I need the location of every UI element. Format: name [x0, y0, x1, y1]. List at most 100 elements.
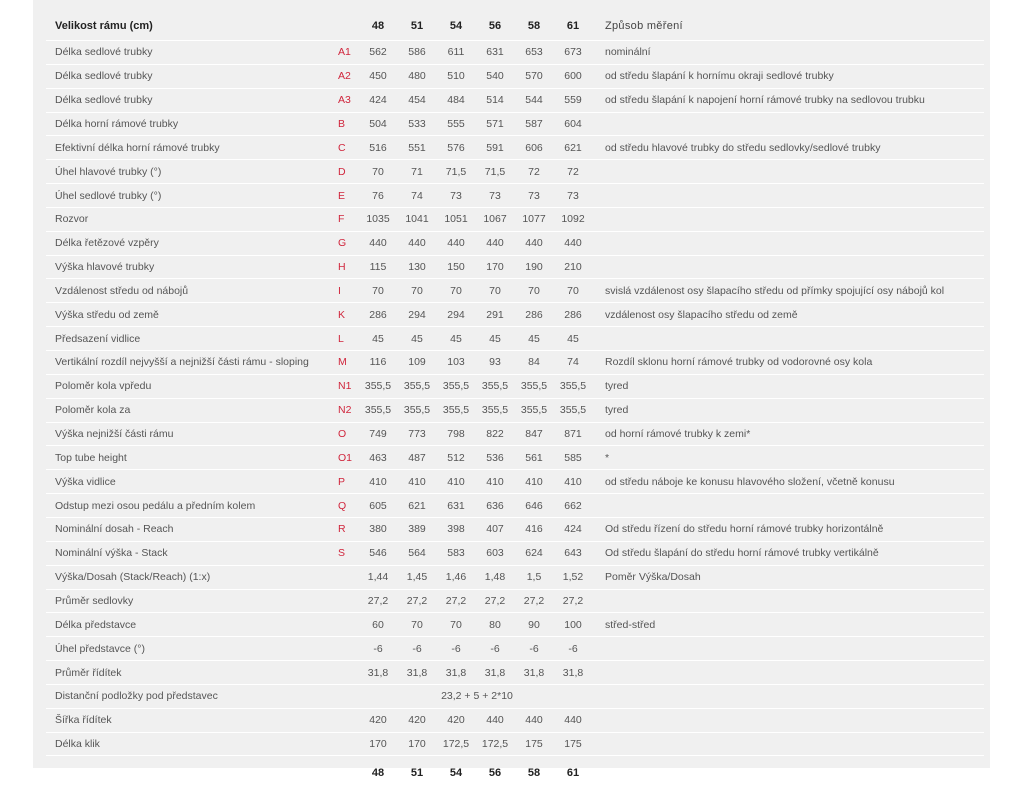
row-value: 70 [450, 618, 462, 631]
row-code: H [338, 261, 346, 274]
row-code: A2 [338, 70, 351, 83]
table-row: Poloměr kola vpředu N1 355,5 355,5 355,5 355,… [46, 375, 984, 399]
header-label: Velikost rámu (cm) [55, 20, 153, 32]
table-row: Nominální dosah - Reach R 380 389 398 407 416 4… [46, 518, 984, 542]
table-row: Rozvor F 1035 1041 1051 1067 1077 1092 [46, 208, 984, 232]
row-value: 130 [408, 261, 426, 274]
row-value: 71,5 [445, 165, 467, 178]
row-code: G [338, 237, 347, 250]
row-value: 70 [567, 284, 579, 297]
row-value: 210 [564, 261, 582, 274]
row-code: D [338, 165, 346, 178]
row-value: 380 [369, 523, 387, 536]
row-value: 440 [486, 714, 504, 727]
row-value: 190 [525, 261, 543, 274]
row-value: 440 [564, 237, 582, 250]
row-value: 73 [528, 189, 540, 202]
row-label: Úhel představce (°) [55, 642, 145, 655]
row-value: 410 [369, 475, 387, 488]
row-value: 555 [447, 117, 465, 130]
row-value: 115 [369, 261, 387, 274]
row-value: 571 [486, 117, 504, 130]
row-value: 440 [564, 714, 582, 727]
row-value: 410 [447, 475, 465, 488]
row-value: 424 [564, 523, 582, 536]
row-value: 504 [369, 117, 387, 130]
table-row: Délka horní rámové trubky B 504 533 555 571 58… [46, 113, 984, 137]
row-value: 512 [447, 451, 465, 464]
row-method: Rozdíl sklonu horní rámové trubky od vod… [605, 356, 873, 369]
row-value: 604 [564, 117, 582, 130]
row-value: 70 [411, 284, 423, 297]
row-method: od středu šlapání k napojení horní rámov… [605, 94, 925, 107]
row-label: Odstup mezi osou pedálu a předním kolem [55, 499, 256, 512]
row-value: 45 [489, 332, 501, 345]
row-value: 31,8 [367, 666, 389, 679]
row-value: 536 [486, 451, 504, 464]
row-value: 576 [447, 141, 465, 154]
row-label: Výška/Dosah (Stack/Reach) (1:x) [55, 571, 211, 584]
row-value: 586 [408, 46, 426, 59]
row-label: Průměr sedlovky [55, 594, 134, 607]
row-value: 27,2 [406, 594, 428, 607]
row-value: 583 [447, 547, 465, 560]
row-value: -6 [490, 642, 500, 655]
row-value: 454 [408, 94, 426, 107]
row-value: 480 [408, 70, 426, 83]
row-value: 72 [567, 165, 579, 178]
row-value: 822 [486, 428, 504, 441]
footer-size: 61 [566, 766, 580, 779]
table-footer: 48 51 54 56 58 61 [46, 759, 984, 787]
row-code: S [338, 547, 346, 560]
row-value: 551 [408, 141, 426, 154]
row-value: 653 [525, 46, 543, 59]
row-value: 440 [447, 237, 465, 250]
row-value: 546 [369, 547, 387, 560]
row-value: 1,44 [367, 571, 389, 584]
footer-size: 54 [449, 766, 463, 779]
table-row: Efektivní délka horní rámové trubky C 516 5… [46, 136, 984, 161]
size-48: 48 [371, 20, 385, 32]
row-value: 355,5 [559, 380, 587, 393]
row-value: 636 [486, 499, 504, 512]
row-value: 150 [447, 261, 465, 274]
row-value: 71 [411, 165, 423, 178]
row-value: 410 [486, 475, 504, 488]
row-label: Efektivní délka horní rámové trubky [55, 141, 220, 154]
table-row: Délka sedlové trubky A1 562 586 611 631 653 673… [46, 41, 984, 65]
row-value: 116 [369, 356, 387, 369]
row-value: 72 [528, 165, 540, 178]
row-value: 1051 [444, 213, 468, 226]
row-value: 440 [369, 237, 387, 250]
row-value: 1092 [561, 213, 585, 226]
row-label: Šířka řídítek [55, 714, 112, 727]
row-value: 1,46 [445, 571, 467, 584]
row-value: 355,5 [520, 380, 548, 393]
row-code: I [338, 284, 341, 297]
row-label: Délka sedlové trubky [55, 70, 153, 83]
table-row: Průměr řídítek 31,8 31,8 31,8 31,8 31,8 31,8 [46, 661, 984, 685]
row-code: A3 [338, 94, 351, 107]
row-label: Nominální výška - Stack [55, 547, 168, 560]
row-value: 516 [369, 141, 387, 154]
row-value: 564 [408, 547, 426, 560]
table-row: Výška hlavové trubky H 115 130 150 170 190 210 [46, 256, 984, 280]
row-value: 60 [372, 618, 384, 631]
row-value: 294 [408, 308, 426, 321]
row-value: -6 [412, 642, 422, 655]
row-value: 424 [369, 94, 387, 107]
row-value: 544 [525, 94, 543, 107]
row-value: 463 [369, 451, 387, 464]
row-label: Poloměr kola za [55, 404, 131, 417]
row-value: 355,5 [442, 380, 470, 393]
row-label: Vertikální rozdíl nejvyšší a nejnižší čá… [55, 356, 309, 369]
row-value: 510 [447, 70, 465, 83]
row-value: 27,2 [445, 594, 467, 607]
row-value: 484 [447, 94, 465, 107]
row-value: 74 [567, 356, 579, 369]
table-row: Výška nejnižší části rámu O 749 773 798 822 84… [46, 423, 984, 447]
row-method: od středu hlavové trubky do středu sedlo… [605, 141, 881, 154]
row-value: 389 [408, 523, 426, 536]
size-56: 56 [488, 20, 502, 32]
row-value: -6 [568, 642, 578, 655]
